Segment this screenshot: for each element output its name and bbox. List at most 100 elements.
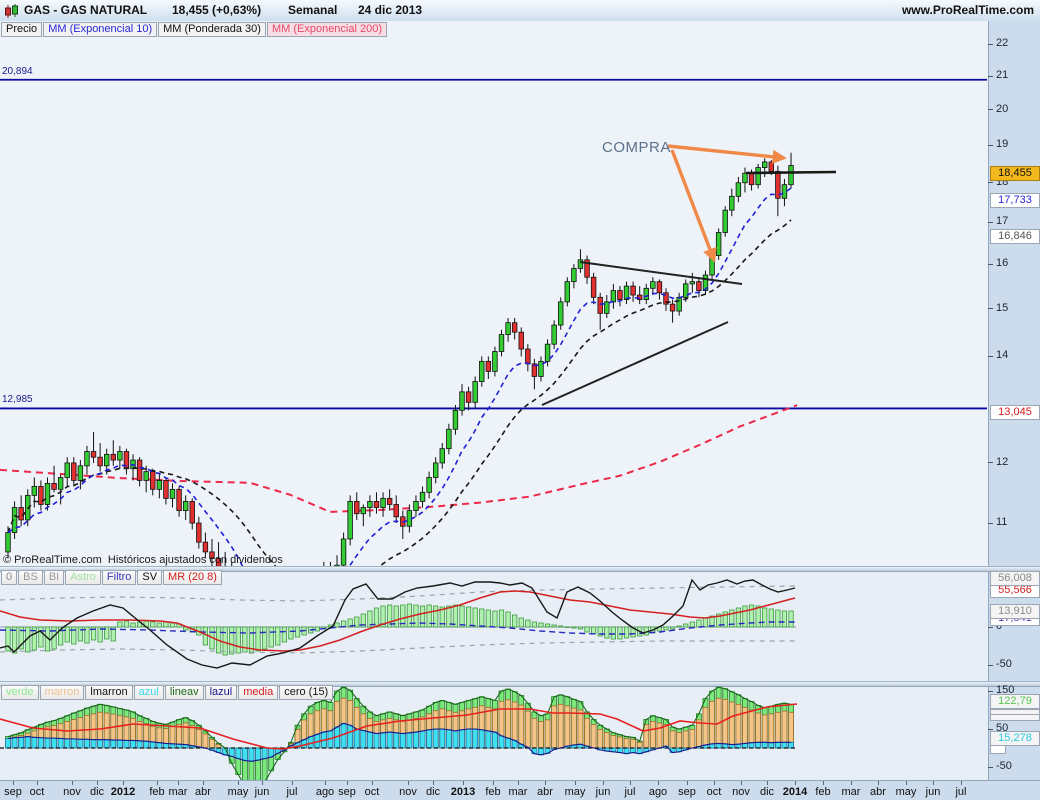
- month-label: abr: [870, 786, 886, 798]
- indicator-tick-label: 150: [996, 684, 1015, 696]
- month-label: sep: [4, 786, 22, 798]
- month-tick-mark: [178, 781, 179, 785]
- legend-item-panel1[interactable]: BS: [18, 570, 43, 585]
- year-label: 2012: [110, 786, 136, 798]
- indicator-tick-label: 0: [996, 620, 1003, 632]
- month-tick-mark: [575, 781, 576, 785]
- month-tick-mark: [545, 781, 546, 785]
- month-tick-mark: [687, 781, 688, 785]
- panel1-legend-bar: 0 BS BI Astro Filtro SV MR (20 8): [1, 570, 223, 585]
- price-tick-mark: [988, 522, 993, 524]
- indicator-tick-mark: [988, 626, 993, 628]
- price-tick-mark: [988, 263, 993, 265]
- legend-item-price[interactable]: MM (Exponencial 10): [43, 22, 158, 37]
- month-label: nov: [63, 786, 81, 798]
- price-tick-mark: [988, 182, 993, 184]
- month-tick-mark: [72, 781, 73, 785]
- legend-item-panel1[interactable]: Filtro: [101, 570, 137, 585]
- hline-price-label: 20,894: [2, 66, 33, 77]
- legend-item-panel2[interactable]: marron: [39, 685, 85, 700]
- main-chart-area[interactable]: [0, 21, 988, 566]
- timeframe-label[interactable]: Semanal: [288, 3, 338, 17]
- panel2-value-box: 15,278: [990, 731, 1040, 746]
- candlestick-logo-icon: [4, 3, 20, 22]
- month-label: jun: [595, 786, 611, 798]
- legend-item-panel2[interactable]: lineav: [164, 685, 204, 700]
- price-tick-mark: [988, 308, 993, 310]
- month-tick-mark: [767, 781, 768, 785]
- indicator-tick-mark: [988, 664, 993, 666]
- price-tick-label: 14: [996, 349, 1009, 362]
- indicator-panel-1[interactable]: [0, 570, 988, 681]
- legend-item-panel2[interactable]: lazul: [204, 685, 238, 700]
- price-tick-mark: [988, 355, 993, 357]
- legend-item-price[interactable]: MM (Exponencial 200): [266, 22, 388, 37]
- panel-separator[interactable]: [0, 681, 1040, 687]
- top-info-bar: GAS - GAS NATURAL 18,455 (+0,63%) Semana…: [0, 0, 1040, 22]
- legend-item-panel1[interactable]: MR (20 8): [163, 570, 222, 585]
- month-tick-mark: [518, 781, 519, 785]
- month-tick-mark: [433, 781, 434, 785]
- price-value-box: 18,455: [990, 166, 1040, 181]
- month-tick-mark: [823, 781, 824, 785]
- price-value-box: 16,846: [990, 229, 1040, 244]
- legend-item-price[interactable]: Precio: [1, 22, 43, 37]
- price-tick-label: 12: [996, 455, 1009, 468]
- month-tick-mark: [493, 781, 494, 785]
- panel-separator[interactable]: [0, 566, 1040, 572]
- legend-item-panel1[interactable]: Astro: [65, 570, 101, 585]
- month-tick-mark: [795, 781, 796, 785]
- month-tick-mark: [408, 781, 409, 785]
- month-label: dic: [89, 786, 105, 798]
- legend-item-panel2[interactable]: azul: [133, 685, 164, 700]
- month-label: oct: [706, 786, 722, 798]
- legend-item-panel1[interactable]: SV: [137, 570, 163, 585]
- price-tick-label: 15: [996, 301, 1009, 314]
- month-label: feb: [149, 786, 165, 798]
- time-axis[interactable]: [0, 780, 1040, 800]
- price-legend-bar: Precio MM (Exponencial 10) MM (Ponderada 3…: [1, 22, 388, 37]
- legend-item-panel2[interactable]: media: [238, 685, 279, 700]
- month-label: oct: [364, 786, 380, 798]
- panel2-value-box: [990, 714, 1040, 721]
- price-tick-mark: [988, 75, 993, 77]
- panel2-legend-bar: verde marron lmarron azul lineav lazul media ce…: [1, 685, 334, 700]
- month-tick-mark: [325, 781, 326, 785]
- month-label: nov: [732, 786, 750, 798]
- month-tick-mark: [961, 781, 962, 785]
- month-tick-mark: [906, 781, 907, 785]
- month-tick-mark: [603, 781, 604, 785]
- legend-item-panel2[interactable]: cero (15): [279, 685, 334, 700]
- panel1-value-box: 56,008: [990, 571, 1040, 586]
- month-label: jul: [955, 786, 967, 798]
- price-tick-label: 17: [996, 215, 1009, 228]
- month-label: oct: [29, 786, 45, 798]
- price-tick-label: 11: [996, 516, 1008, 529]
- month-tick-mark: [630, 781, 631, 785]
- month-label: mar: [508, 786, 528, 798]
- legend-item-panel2[interactable]: lmarron: [85, 685, 133, 700]
- month-tick-mark: [347, 781, 348, 785]
- month-label: dic: [425, 786, 441, 798]
- legend-item-panel1[interactable]: BI: [43, 570, 65, 585]
- compra-annotation: COMPRA: [602, 139, 671, 156]
- price-axis[interactable]: [988, 21, 1040, 780]
- month-tick-mark: [372, 781, 373, 785]
- legend-item-panel2[interactable]: verde: [1, 685, 39, 700]
- price-tick-label: 22: [996, 37, 1009, 50]
- month-label: ago: [315, 786, 335, 798]
- month-tick-mark: [292, 781, 293, 785]
- month-label: may: [564, 786, 586, 798]
- month-label: mar: [841, 786, 861, 798]
- indicator-tick-label: -50: [996, 760, 1012, 772]
- legend-item-price[interactable]: MM (Ponderada 30): [158, 22, 266, 37]
- indicator-tick-label: -50: [996, 658, 1012, 670]
- month-label: feb: [815, 786, 831, 798]
- price-tick-mark: [988, 221, 993, 223]
- price-tick-label: 16: [996, 257, 1009, 270]
- legend-item-panel1[interactable]: 0: [1, 570, 18, 585]
- cursor-date: 24 dic 2013: [358, 3, 423, 17]
- month-tick-mark: [157, 781, 158, 785]
- price-value-box: 17,733: [990, 193, 1040, 208]
- month-label: jul: [624, 786, 636, 798]
